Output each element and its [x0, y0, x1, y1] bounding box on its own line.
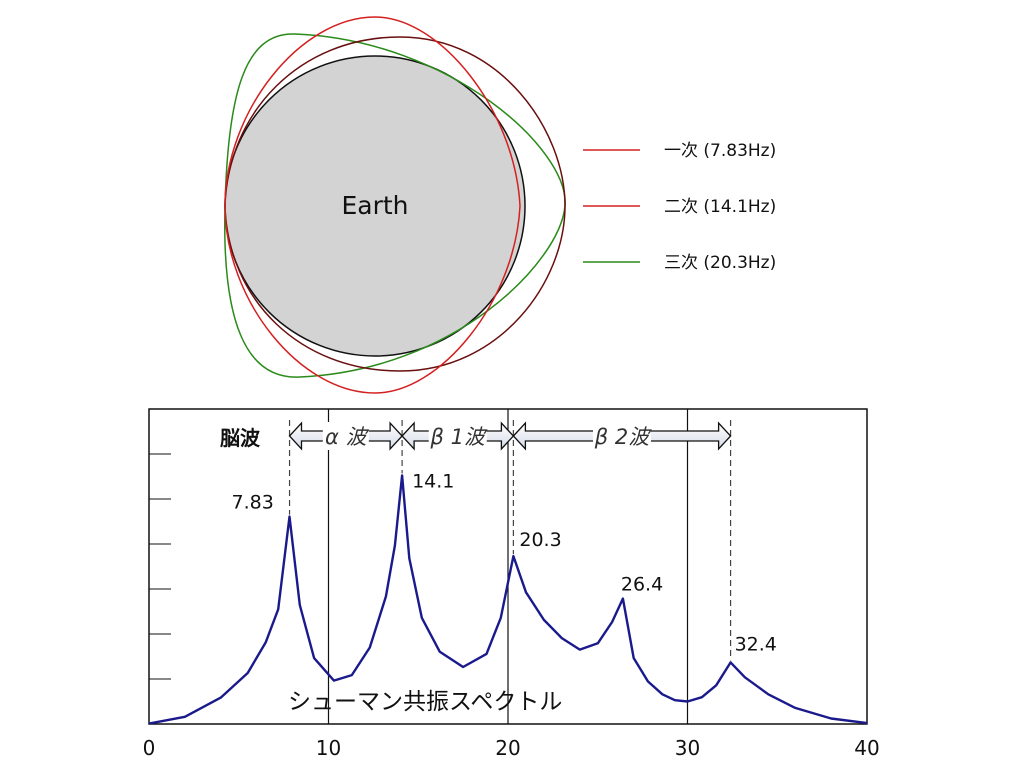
- y-ticks: [149, 453, 171, 680]
- brain-wave-bands: α 波 β 1波 β 2波: [288, 421, 732, 451]
- x-tick-labels: 0 10 20 30 40: [143, 736, 880, 760]
- x-tick-label: 40: [854, 736, 879, 760]
- peak-markers: [288, 420, 732, 661]
- earth-diagram: Earth: [223, 16, 566, 394]
- band-label-bg: [592, 422, 651, 450]
- x-tick-label: 20: [495, 736, 520, 760]
- mode-legend: 一次 (7.83Hz) 二次 (14.1Hz) 三次 (20.3Hz): [583, 141, 776, 273]
- peak-label: 32.4: [735, 633, 777, 655]
- legend-entry-mode-1: 一次 (7.83Hz): [583, 141, 776, 161]
- band-label: α 波: [325, 425, 370, 449]
- x-tick-label: 30: [675, 736, 700, 760]
- x-tick-label: 0: [143, 736, 156, 760]
- band-label: β 2波: [594, 425, 652, 449]
- mode-2-ring: [224, 36, 566, 372]
- peak-label: 14.1: [412, 470, 454, 492]
- reference-lines: [327, 409, 689, 724]
- legend-entry-mode-2: 二次 (14.1Hz): [583, 197, 776, 217]
- band-label-bg: [322, 422, 369, 450]
- legend-label: 二次 (14.1Hz): [664, 197, 776, 217]
- legend-label: 三次 (20.3Hz): [664, 253, 776, 273]
- mode-1-ring: [224, 16, 521, 394]
- brain-wave-label: 脳波: [219, 426, 261, 450]
- peak-label: 7.83: [232, 492, 274, 514]
- legend-entry-mode-3: 三次 (20.3Hz): [583, 253, 776, 273]
- band-label: β 1波: [430, 425, 488, 449]
- earth-label: Earth: [341, 191, 408, 220]
- spectrum-series: [148, 474, 868, 725]
- peak-label: 20.3: [519, 529, 561, 551]
- spectrum-chart: 7.83 14.1 20.3 26.4 32.4 0 10 20 30 40 シューマン共振スペ…: [143, 408, 880, 760]
- chart-title: シューマン共振スペクトル: [288, 689, 562, 715]
- band-label-bg: [428, 422, 487, 450]
- x-tick-label: 10: [316, 736, 341, 760]
- legend-label: 一次 (7.83Hz): [664, 141, 776, 161]
- peak-labels: 7.83 14.1 20.3 26.4 32.4: [232, 470, 777, 655]
- peak-label: 26.4: [621, 574, 663, 596]
- spectrum-line: [148, 474, 868, 725]
